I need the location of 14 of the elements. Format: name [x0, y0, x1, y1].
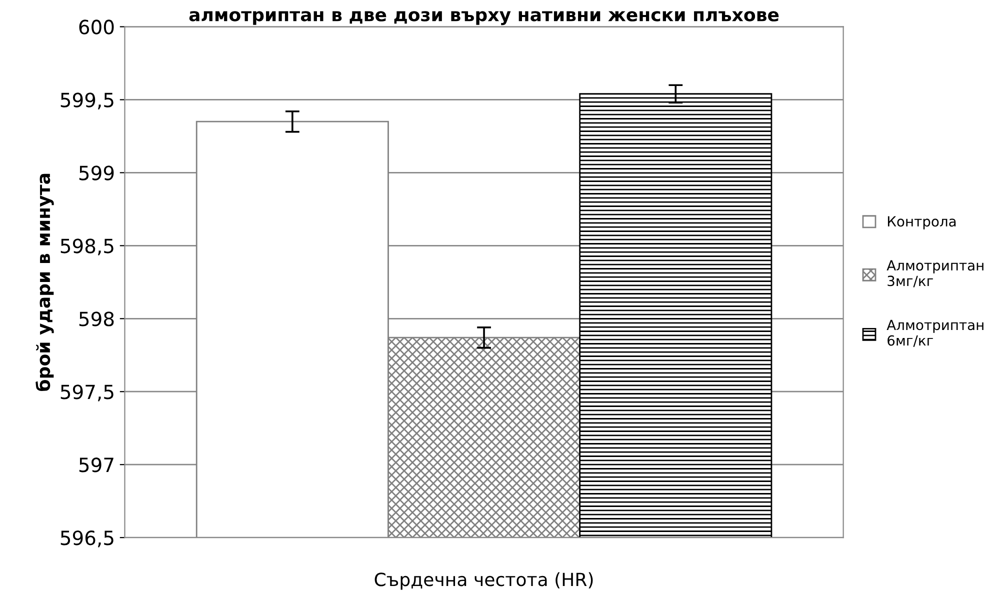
y-tick-label: 597,5 — [60, 384, 114, 402]
y-tick-label: 596,5 — [60, 530, 114, 548]
y-tick-label: 598 — [79, 312, 114, 326]
y-tick-label: 600 — [79, 20, 114, 34]
y-axis-title: брой удари в минута — [36, 174, 54, 392]
chart-title: алмотриптан в две дози върху нативни женски плъхове — [189, 11, 779, 26]
x-tick-label: Сърдечна честота (HR) — [374, 572, 593, 590]
legend-label: Контрола — [888, 216, 956, 230]
y-tick-label: 597 — [79, 458, 114, 472]
y-tick-label: 598,5 — [60, 238, 114, 256]
y-tick-label: 599 — [79, 166, 114, 180]
legend-label: Алмотриптан 6мг/кг — [886, 320, 984, 347]
legend-label: Алмотриптан 3мг/кг — [886, 260, 984, 288]
y-tick-label: 599,5 — [60, 92, 114, 110]
